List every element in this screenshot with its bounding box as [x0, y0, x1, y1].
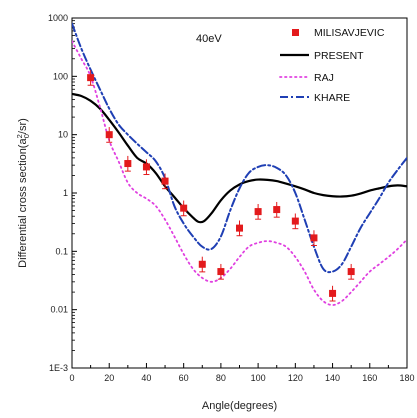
x-tick-label: 20: [104, 373, 114, 383]
axes: 0 20 40 60 80 100 120 140 160 180 1E-3 0.01 0.1 1 10 10…: [48, 13, 415, 383]
legend: MILISAVJEVIC PRESENT RAJ KHARE: [275, 21, 405, 104]
y-axis-label-main: Differential cross section(a: [17, 138, 29, 268]
x-tick-label: 0: [69, 373, 74, 383]
data-point: [124, 160, 132, 168]
x-tick-label: 100: [251, 373, 266, 383]
data-point: [142, 163, 150, 171]
legend-entry-khare: KHARE: [280, 92, 350, 104]
legend-label-khare: KHARE: [314, 92, 350, 104]
legend-marker-milisavjevic: [292, 29, 299, 36]
series-line-present: [72, 92, 407, 224]
x-tick-label: 180: [399, 373, 414, 383]
legend-label-raj: RAJ: [314, 72, 334, 84]
y-tick-label: 1E-3: [49, 363, 68, 373]
x-tick-label: 140: [325, 373, 340, 383]
y-tick-label: 100: [53, 71, 68, 81]
y-axis-label-subscript: 0: [22, 134, 31, 138]
markers-layer: [87, 70, 355, 302]
series-line-raj: [72, 40, 407, 306]
data-point: [198, 260, 206, 268]
y-tick-label: 10: [58, 130, 68, 140]
data-point: [217, 268, 225, 276]
y-tick-label: 1: [63, 188, 68, 198]
x-tick-label: 60: [179, 373, 189, 383]
data-point: [347, 268, 355, 276]
x-axis-label: Angle(degrees): [202, 400, 277, 412]
x-tick-label: 40: [141, 373, 151, 383]
y-tick-label: 0.1: [55, 246, 68, 256]
data-point: [291, 217, 299, 225]
y-tick-label: 1000: [48, 13, 68, 23]
legend-label-present: PRESENT: [314, 50, 364, 62]
y-axis-label: Differential cross section(a20/sr): [15, 118, 31, 268]
x-tick-label: 120: [288, 373, 303, 383]
data-point: [329, 289, 337, 297]
series-line-khare: [72, 22, 407, 274]
data-point: [236, 224, 243, 232]
data-point: [254, 208, 262, 216]
y-axis-label-superscript: 2: [15, 134, 24, 138]
legend-entry-raj: RAJ: [279, 72, 334, 84]
legend-entry-present: PRESENT: [280, 50, 364, 62]
data-point: [273, 206, 281, 214]
legend-label-milisavjevic: MILISAVJEVIC: [314, 27, 385, 39]
legend-entry-milisavjevic: MILISAVJEVIC: [292, 27, 385, 39]
data-point: [105, 131, 113, 139]
x-tick-label: 80: [216, 373, 226, 383]
data-point: [310, 234, 318, 242]
x-tick-label: 160: [362, 373, 377, 383]
data-point: [180, 204, 188, 212]
data-point: [87, 74, 95, 82]
data-point: [161, 177, 169, 185]
series-layer: [72, 22, 407, 306]
y-axis-label-suffix: /sr): [17, 118, 29, 134]
y-tick-label: 0.01: [50, 305, 68, 315]
energy-annotation: 40eV: [196, 33, 222, 45]
